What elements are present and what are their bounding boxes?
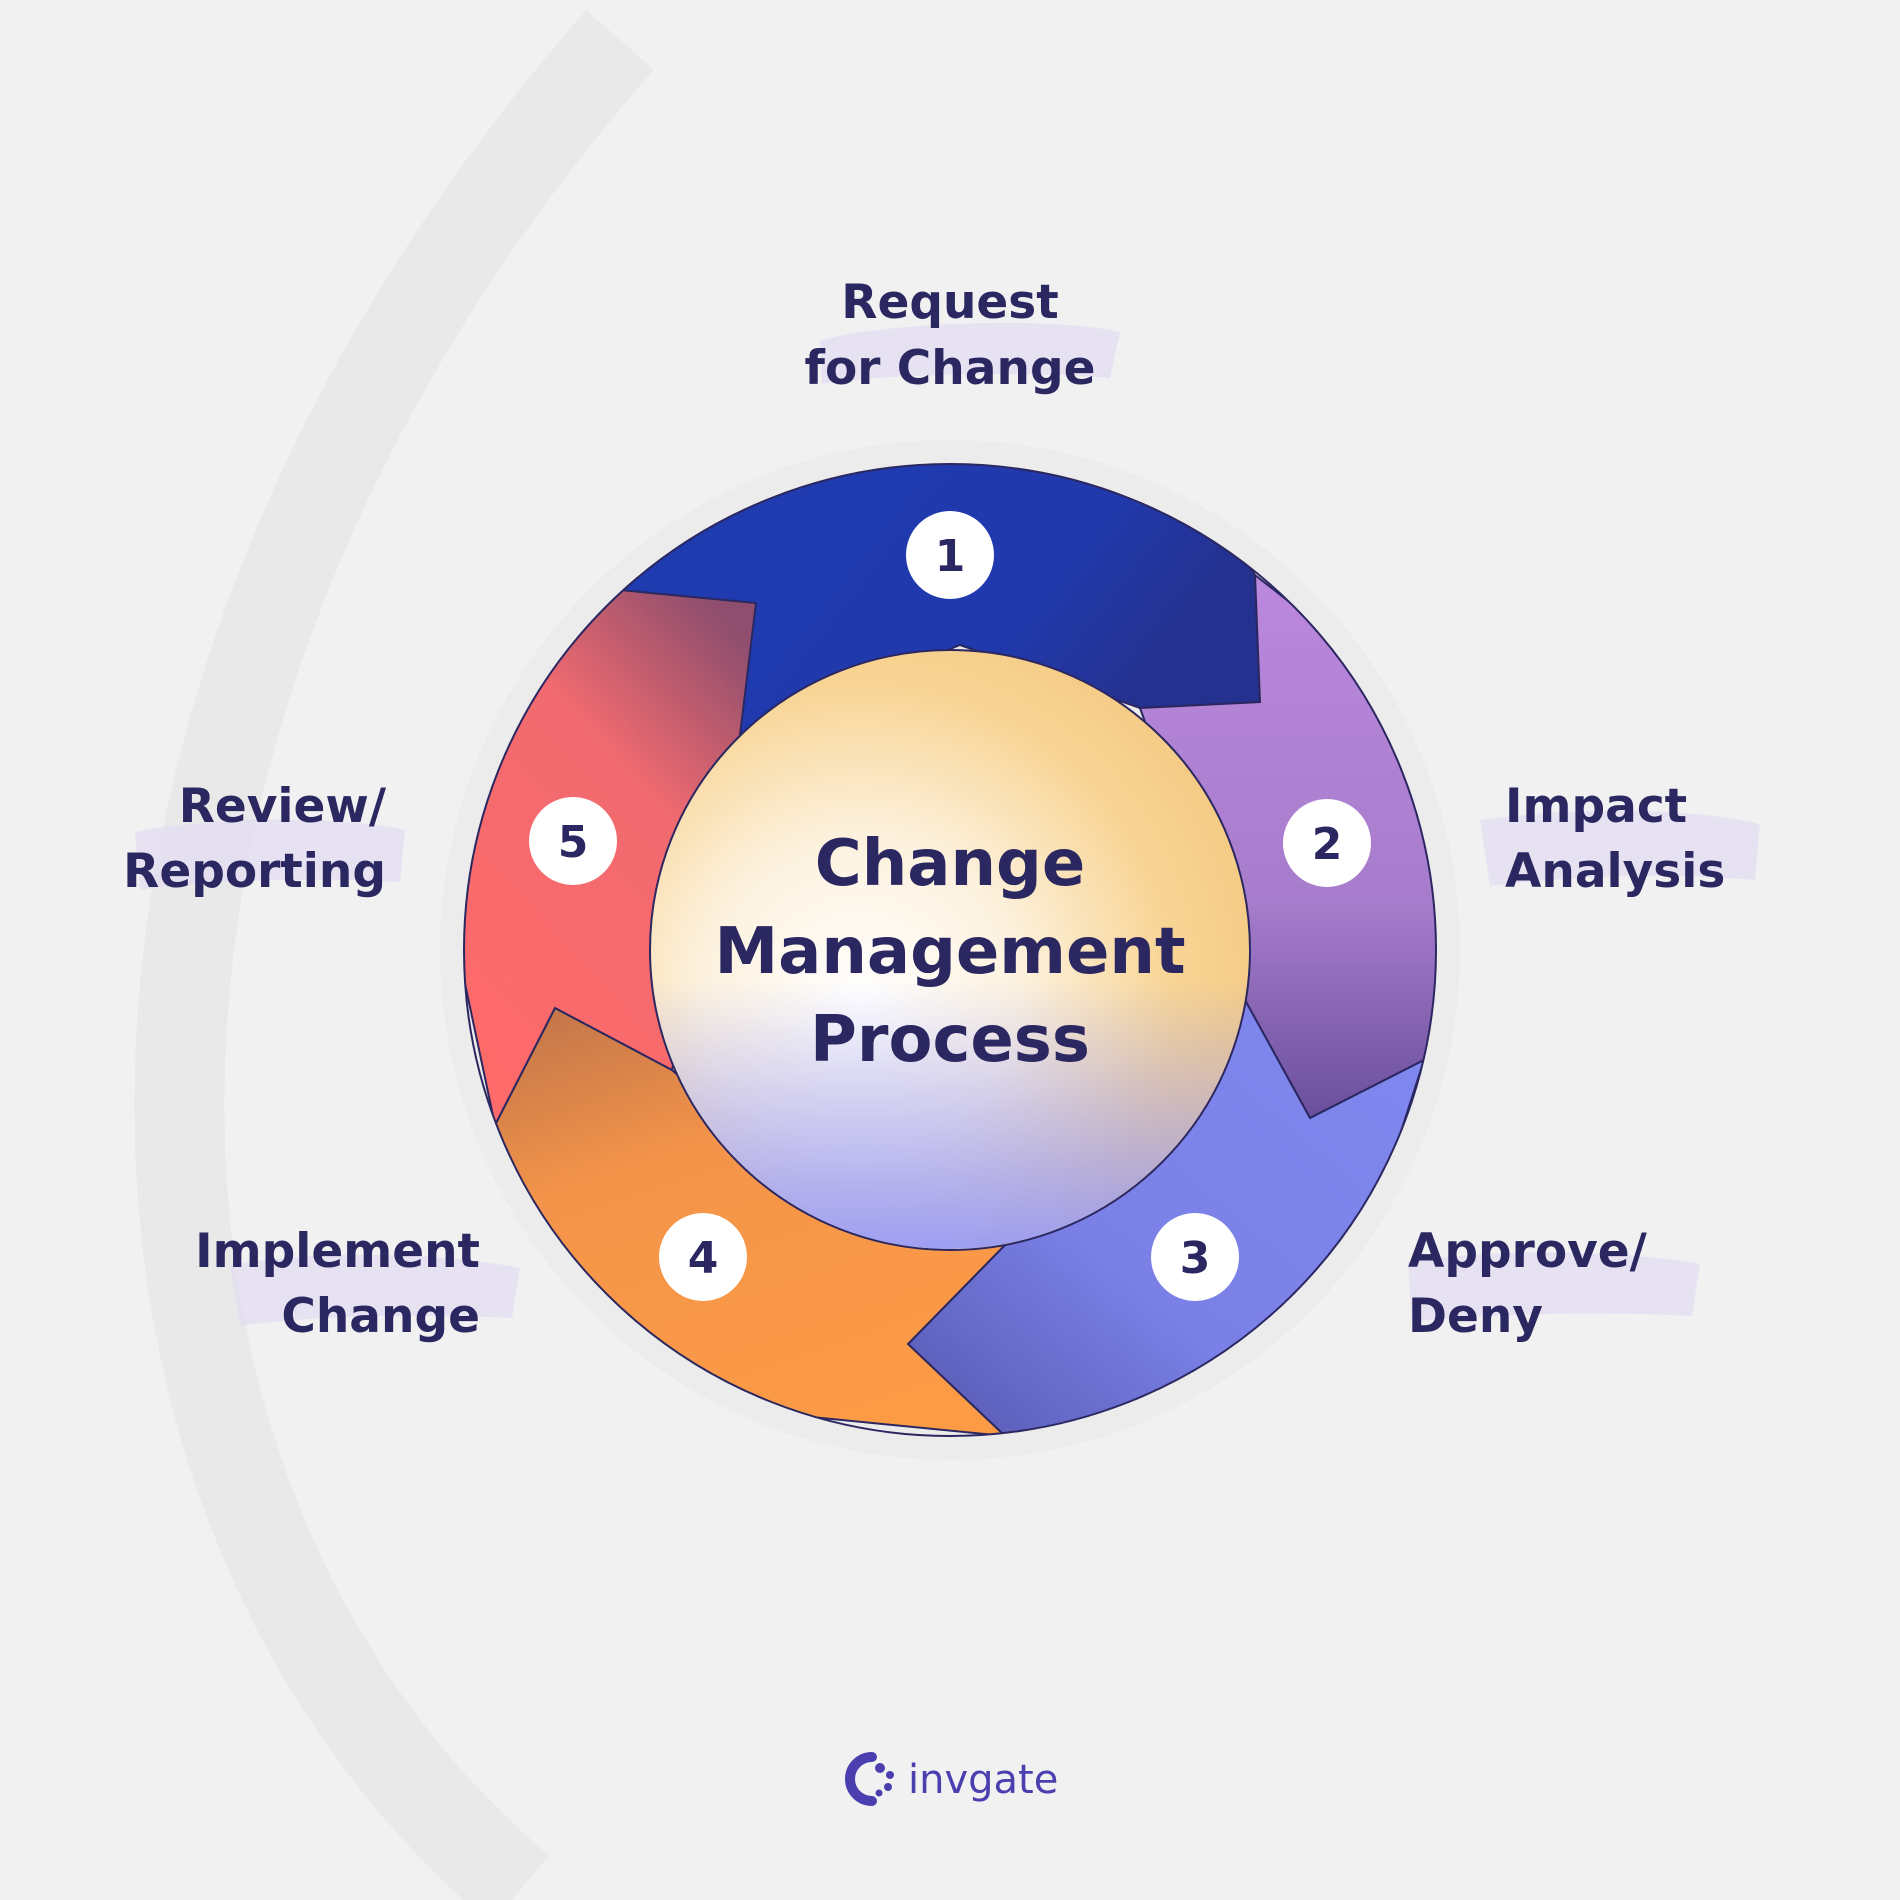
step-number-2: 2 [1312, 819, 1343, 870]
step-number-4: 4 [688, 1233, 719, 1284]
step-badge-4: 4 [659, 1213, 747, 1301]
step-1-label-line-1: Request [841, 275, 1059, 330]
ring-outline [463, 463, 1437, 1437]
step-badge-2: 2 [1283, 799, 1371, 887]
invgate-logo: invgate [845, 1752, 1058, 1806]
step-2-label-line-2: Analysis [1505, 844, 1725, 899]
step-number-5: 5 [558, 817, 589, 868]
step-5-label-line-1: Review/ [179, 779, 387, 834]
center-title-line-2: Management [714, 915, 1185, 989]
invgate-logo-text: invgate [908, 1757, 1058, 1803]
step-3-label-line-2: Deny [1408, 1289, 1543, 1344]
center-title-line-1: Change [815, 827, 1086, 901]
step-number-1: 1 [935, 531, 966, 582]
background-brush-arc [134, 10, 654, 1900]
invgate-logo-icon [845, 1752, 894, 1806]
center-circle-tint [651, 651, 1249, 1249]
step-4-label-line-1: Implement [195, 1224, 480, 1279]
center-title-line-3: Process [810, 1003, 1090, 1077]
step-3-label-line-1: Approve/ [1408, 1224, 1648, 1279]
step-4-label-line-2: Change [281, 1289, 480, 1344]
step-badge-5: 5 [529, 797, 617, 885]
label-highlights [135, 322, 1760, 1326]
step-5-label-line-2: Reporting [123, 844, 386, 899]
step-1-label-line-2: for Change [805, 341, 1096, 396]
step-badge-3: 3 [1151, 1213, 1239, 1301]
step-badge-1: 1 [906, 511, 994, 599]
step-number-3: 3 [1180, 1233, 1211, 1284]
step-2-label-line-1: Impact [1505, 779, 1687, 834]
